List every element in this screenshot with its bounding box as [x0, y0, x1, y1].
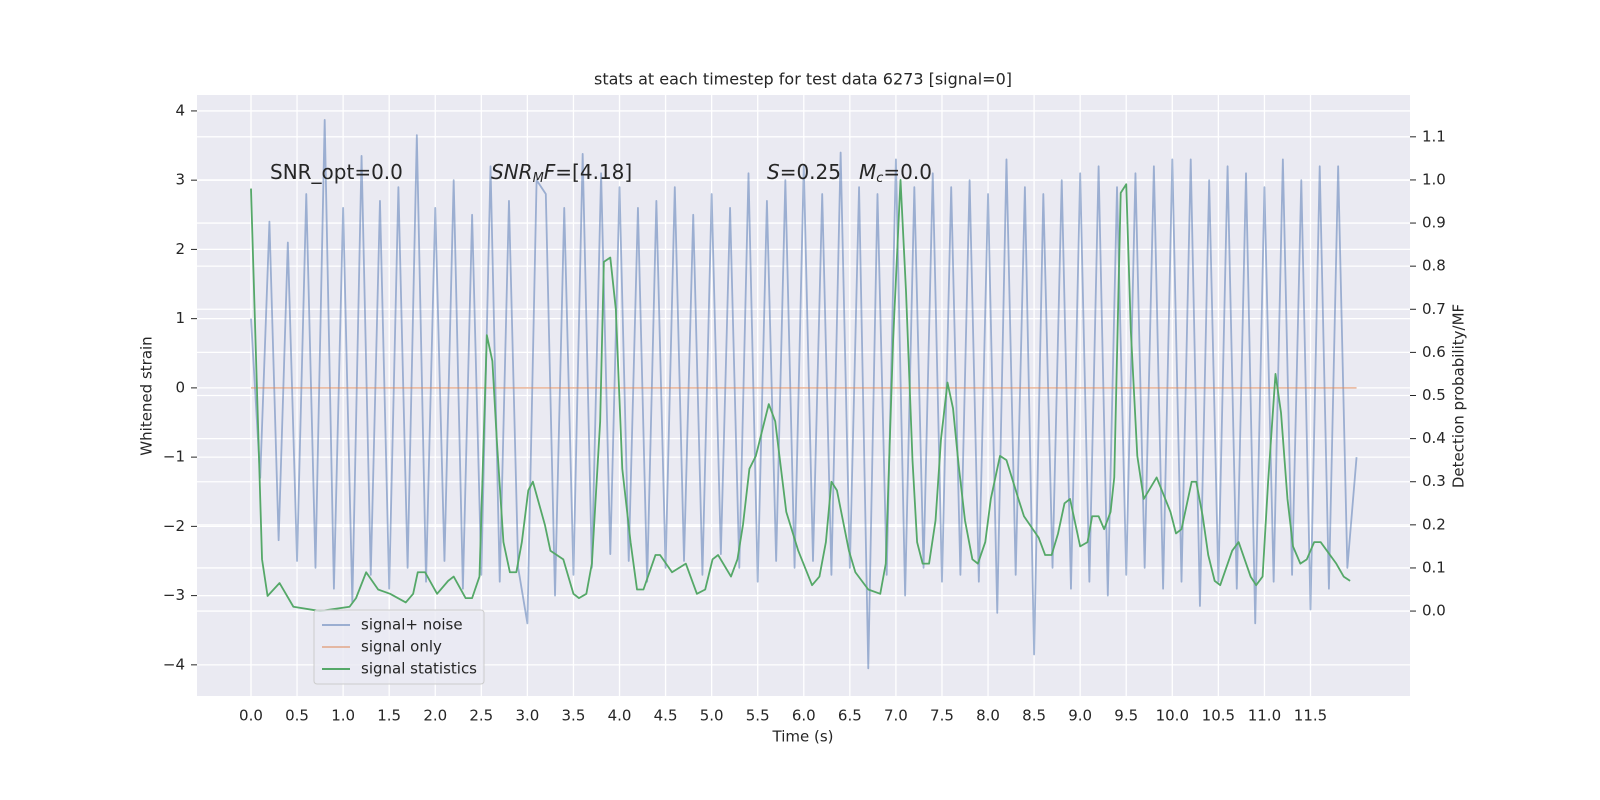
y-tick-label: −1	[163, 448, 185, 466]
x-tick-label: 6.5	[838, 707, 862, 725]
annotation: SNR_opt=0.0	[270, 160, 403, 184]
annotation: S=0.25	[767, 160, 841, 184]
x-tick-label: 11.5	[1294, 707, 1327, 725]
x-tick-label: 10.5	[1202, 707, 1235, 725]
y-tick-label: −4	[163, 655, 185, 673]
y2-tick-label: 0.7	[1422, 300, 1446, 318]
y-tick-label: 1	[175, 309, 185, 327]
y-tick-label: −2	[163, 517, 185, 535]
annotation-text: =0.0	[883, 160, 932, 184]
chart-title: stats at each timestep for test data 627…	[594, 70, 1012, 89]
x-tick-label: 2.0	[423, 707, 447, 725]
x-tick-label: 9.5	[1114, 707, 1138, 725]
y2-tick-label: 0.9	[1422, 214, 1446, 232]
marks	[250, 119, 1358, 670]
x-tick-label: 9.0	[1068, 707, 1092, 725]
y2-tick-label: 0.5	[1422, 386, 1446, 404]
x-tick-label: 5.0	[700, 707, 724, 725]
annotation-text: SNR	[491, 160, 533, 184]
annotation: Mc=0.0	[859, 160, 932, 186]
series-line	[250, 179, 1351, 612]
annotation-text: F	[544, 160, 556, 184]
x-tick-label: 11.0	[1248, 707, 1281, 725]
annotation-text: SNR_opt=0.0	[270, 160, 403, 184]
x-tick-label: 1.0	[331, 707, 355, 725]
x-tick-label: 0.0	[239, 707, 263, 725]
y2-tick-label: 0.2	[1422, 515, 1446, 533]
x-tick-label: 6.0	[792, 707, 816, 725]
legend-label: signal+ noise	[361, 616, 463, 634]
y2-tick-label: 1.0	[1422, 170, 1446, 188]
y2-tick-label: 0.3	[1422, 472, 1446, 490]
annotation-text: M	[859, 160, 876, 184]
x-tick-label: 7.5	[930, 707, 954, 725]
x-tick-label: 8.5	[1022, 707, 1046, 725]
y2-axis-label: Detection probability/MF	[1450, 304, 1468, 488]
y-axis-label: Whitened strain	[138, 336, 156, 455]
legend: signal+ noise signal only signal statistic…	[313, 609, 485, 685]
series-line	[250, 119, 1358, 670]
legend-label: signal only	[361, 638, 442, 656]
legend-label: signal statistics	[361, 660, 477, 678]
y-tick-label: 0	[175, 378, 185, 396]
y2-tick-label: 0.0	[1422, 602, 1446, 620]
x-tick-label: 1.5	[377, 707, 401, 725]
x-tick-label: 7.0	[884, 707, 908, 725]
x-axis-label: Time (s)	[772, 728, 834, 746]
y2-tick-label: 0.4	[1422, 429, 1446, 447]
annotation-text: =0.25	[780, 160, 841, 184]
x-tick-label: 8.0	[976, 707, 1000, 725]
x-tick-label: 3.0	[515, 707, 539, 725]
x-tick-label: 5.5	[746, 707, 770, 725]
y-tick-label: 2	[175, 240, 185, 258]
y2-tick-label: 1.1	[1422, 127, 1446, 145]
x-tick-label: 4.0	[608, 707, 632, 725]
x-tick-label: 2.5	[469, 707, 493, 725]
annotation: SNRMF=[4.18]	[491, 160, 632, 186]
y2-tick-label: 0.1	[1422, 558, 1446, 576]
y2-tick-label: 0.8	[1422, 257, 1446, 275]
x-tick-label: 4.5	[654, 707, 678, 725]
annotation-text: M	[533, 171, 544, 186]
y2-tick-label: 0.6	[1422, 343, 1446, 361]
legend-box	[313, 609, 485, 685]
y-tick-label: −3	[163, 586, 185, 604]
annotation-text: S	[767, 160, 780, 184]
annotation-text: c	[876, 171, 883, 186]
annotation-text: =[4.18]	[555, 160, 632, 184]
y-tick-label: 4	[175, 101, 185, 119]
y-tick-label: 3	[175, 171, 185, 189]
x-tick-label: 3.5	[562, 707, 586, 725]
x-tick-label: 10.0	[1156, 707, 1189, 725]
x-tick-label: 0.5	[285, 707, 309, 725]
